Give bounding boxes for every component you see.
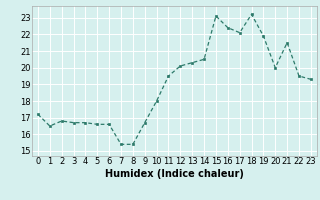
X-axis label: Humidex (Indice chaleur): Humidex (Indice chaleur) xyxy=(105,169,244,179)
